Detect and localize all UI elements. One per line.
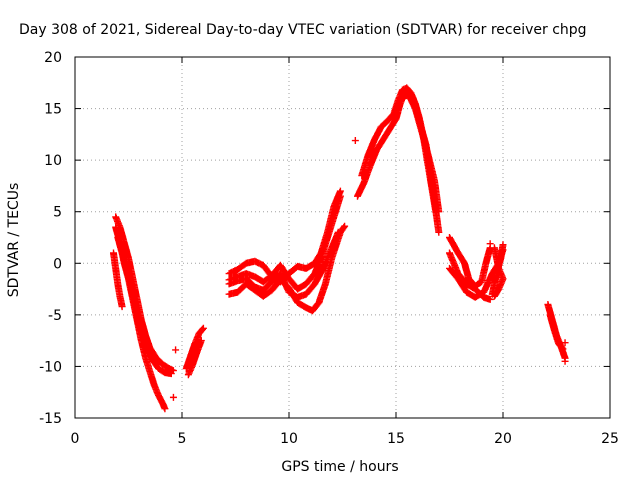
y-tick-label: 5 [53, 205, 62, 221]
y-tick-label: -5 [48, 308, 62, 324]
x-tick-label: 20 [494, 431, 512, 447]
data-series-sdtvar [110, 84, 569, 413]
y-tick-label: 0 [53, 256, 62, 272]
x-tick-label: 25 [601, 431, 619, 447]
x-axis-label: GPS time / hours [281, 459, 398, 475]
plot-frame [74, 56, 611, 419]
x-tick-label: 15 [387, 431, 405, 447]
y-axis-label: SDTVAR / TECUs [6, 183, 22, 298]
x-tick-label: 10 [280, 431, 298, 447]
x-tick-labels: 0 5 10 15 20 25 [71, 431, 619, 447]
data-point [351, 137, 359, 145]
data-point [561, 357, 569, 365]
data-point [169, 393, 177, 401]
y-tick-labels: -15 -10 -5 0 5 10 15 20 [39, 50, 62, 427]
x-tick-label: 5 [178, 431, 187, 447]
y-tick-label: -15 [39, 411, 62, 427]
y-tick-label: 20 [44, 50, 62, 66]
x-tick-label: 0 [71, 431, 80, 447]
y-tick-label: 15 [44, 102, 62, 118]
data-point [172, 346, 180, 354]
data-point [486, 240, 494, 248]
data-points [110, 84, 569, 413]
y-tick-label: -10 [39, 359, 62, 375]
chart-title: Day 308 of 2021, Sidereal Day-to-day VTE… [19, 22, 587, 38]
axis-ticks [74, 56, 611, 419]
y-tick-label: 10 [44, 153, 62, 169]
data-point [561, 339, 569, 347]
